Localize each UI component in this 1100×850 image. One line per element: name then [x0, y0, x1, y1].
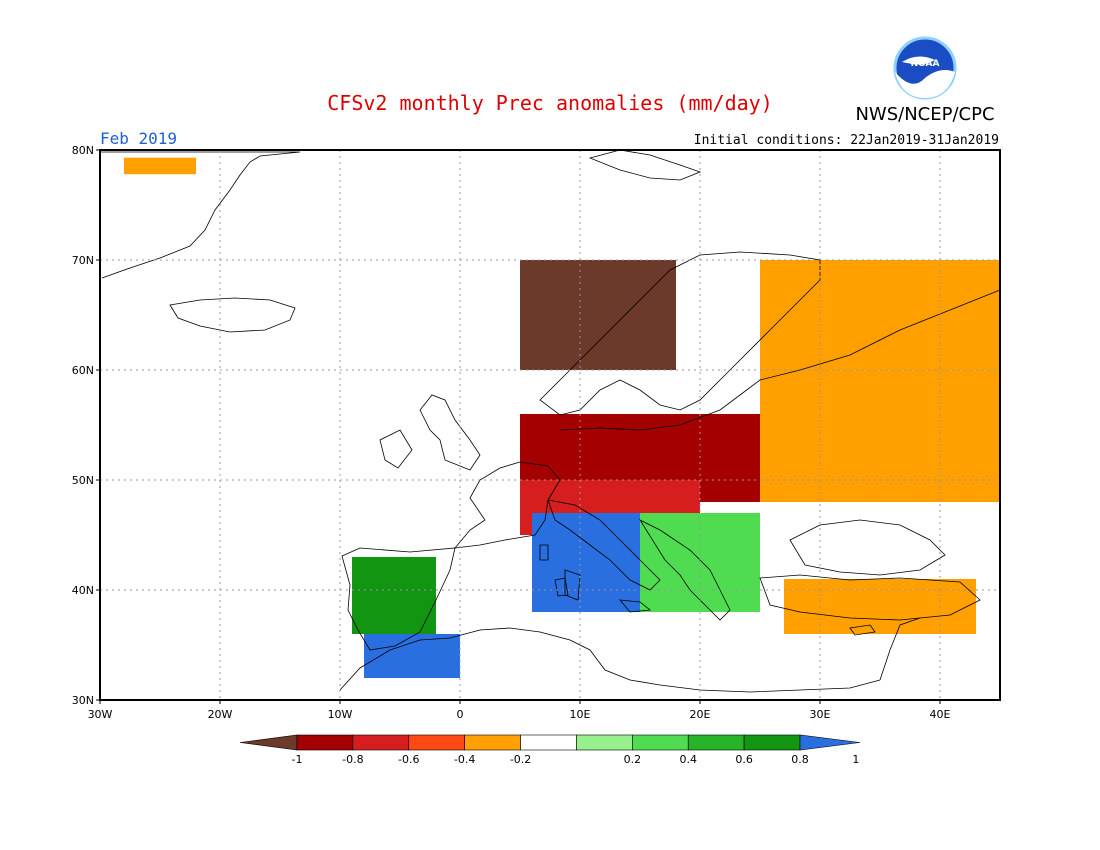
- legend-label: -0.6: [398, 753, 419, 766]
- map-frame: [99, 149, 1001, 701]
- lon-tick-label: 40E: [930, 708, 951, 721]
- legend-label: 0.8: [791, 753, 809, 766]
- noaa-logo: NOAA: [893, 36, 957, 100]
- lon-tick-label: 20E: [690, 708, 711, 721]
- lon-tick-label: 30E: [810, 708, 831, 721]
- legend-label: 1: [852, 753, 859, 766]
- color-legend: -1 -0.8 -0.6 -0.4 -0.2 0.2 0.4 0.6 0.8 1: [239, 734, 861, 766]
- noaa-logo-text: NOAA: [911, 59, 940, 69]
- legend-arrow-low: [239, 734, 298, 751]
- lon-tick-label: 30W: [88, 708, 113, 721]
- legend-swatch: [296, 734, 354, 751]
- legend-label: 0.6: [735, 753, 753, 766]
- chart-title: CFSv2 monthly Prec anomalies (mm/day): [327, 91, 773, 115]
- legend-label: -1: [292, 753, 303, 766]
- legend-label: 0.4: [679, 753, 697, 766]
- anomaly-region-scandinavia-mountains: [520, 260, 676, 370]
- anomaly-region-iberia: [352, 557, 436, 634]
- legend-swatch: [632, 734, 689, 751]
- anomaly-layer: [124, 157, 1000, 678]
- initial-conditions-label: Initial conditions: 22Jan2019-31Jan2019: [694, 133, 999, 148]
- lon-tick-label: 10W: [328, 708, 353, 721]
- legend-swatch: [464, 734, 521, 751]
- lat-tick-label: 40N: [72, 584, 94, 597]
- lon-tick-label: 0: [457, 708, 464, 721]
- anomaly-region-north-africa: [364, 634, 460, 678]
- legend-label: -0.2: [510, 753, 531, 766]
- legend-swatch: [687, 734, 745, 751]
- anomaly-region-greenland-east: [124, 157, 196, 175]
- legend-label: -0.8: [342, 753, 363, 766]
- latitude-axis: 80N 70N 60N 50N 40N 30N: [72, 144, 100, 707]
- lon-tick-label: 20W: [208, 708, 233, 721]
- gridlines: [100, 150, 1000, 700]
- legend-swatch: [408, 734, 465, 751]
- agency-label: NWS/NCEP/CPC: [855, 104, 994, 125]
- lat-tick-label: 50N: [72, 474, 94, 487]
- longitude-axis: 30W 20W 10W 0 10E 20E 30E 40E: [88, 700, 951, 721]
- legend-swatch: [352, 734, 410, 751]
- month-label: Feb 2019: [100, 129, 177, 148]
- legend-swatch: [576, 734, 633, 751]
- map-area: [99, 149, 1001, 701]
- anomaly-region-turkey: [784, 579, 976, 634]
- lat-tick-label: 30N: [72, 694, 94, 707]
- lat-tick-label: 70N: [72, 254, 94, 267]
- coastlines: [100, 149, 1001, 693]
- legend-swatch: [743, 734, 801, 751]
- lon-tick-label: 10E: [570, 708, 591, 721]
- lat-tick-label: 80N: [72, 144, 94, 157]
- legend-label: 0.2: [624, 753, 642, 766]
- lat-tick-label: 60N: [72, 364, 94, 377]
- anomaly-region-western-russia: [760, 260, 1000, 502]
- anomaly-region-balkans: [640, 513, 760, 612]
- legend-arrow-high: [799, 734, 861, 751]
- legend-swatch: [520, 734, 577, 751]
- legend-label: -0.4: [454, 753, 475, 766]
